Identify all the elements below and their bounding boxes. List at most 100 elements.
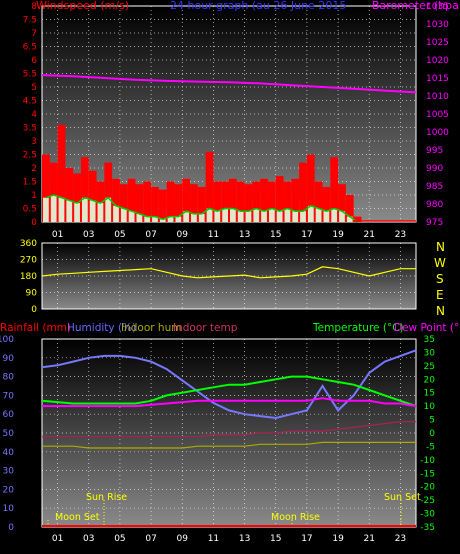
humidity-y-tick-label: 80 <box>3 373 15 383</box>
wind-gust-bar <box>236 181 245 222</box>
x-tick-label: 19 <box>332 230 344 240</box>
climate-plot-area <box>41 338 417 528</box>
x-tick-label: 23 <box>395 230 406 240</box>
wind-gust-bar <box>229 178 237 222</box>
wind-avg-bar <box>198 213 205 222</box>
wind-y-tick-label: 4 <box>31 110 37 120</box>
wind-avg-bar <box>284 208 291 222</box>
humidity-y-tick-label: 60 <box>3 410 15 420</box>
wind-gust-bar <box>119 184 128 222</box>
wind-avg-bar <box>183 211 190 222</box>
wind-gust-bar <box>260 178 268 222</box>
baro-y-tick-label: 980 <box>426 200 443 210</box>
wind-avg-bar <box>81 197 88 222</box>
indoor-hum-legend: Indoor hum <box>121 322 181 334</box>
barometer-line <box>41 74 417 94</box>
wind-y-tick-label: 3 <box>31 137 37 147</box>
x-tick-label: 15 <box>270 534 281 544</box>
wind-avg-bar <box>323 211 330 222</box>
temp-y-tick-label: 10 <box>424 402 436 412</box>
x-tick-label: 03 <box>83 534 94 544</box>
temp-y-tick-label: 35 <box>424 335 435 345</box>
temp-y-tick-label: -30 <box>420 510 435 520</box>
compass-e: E <box>436 288 444 302</box>
wind-gust-bar <box>322 186 331 222</box>
humidity-y-tick-label: 50 <box>3 429 15 439</box>
wind-gust-bar <box>244 184 253 222</box>
wind-avg-bar <box>300 211 306 222</box>
baro-y-tick-label: 1030 <box>426 20 449 30</box>
humidity-y-tick-label: 90 <box>3 354 15 364</box>
wind-avg-bar <box>222 208 228 222</box>
wind-gust-bar <box>57 124 66 222</box>
x-tick-label: 09 <box>177 534 189 544</box>
baro-y-tick-label: 985 <box>426 182 443 192</box>
indoor-temp-legend: Indoor temp <box>173 322 238 334</box>
wind-y-tick-label: 1 <box>31 191 37 201</box>
wind-gust-bar <box>213 181 222 222</box>
windspeed-axis-title: Windspeed (m/s) <box>36 0 129 12</box>
temp-y-tick-label: 30 <box>424 348 436 358</box>
wind-gust-bar <box>275 176 284 222</box>
wind-y-tick-label: 2 <box>31 164 37 174</box>
baro-y-tick-label: 1010 <box>426 92 449 102</box>
x-tick-label: 17 <box>301 534 312 544</box>
temp-y-tick-label: 25 <box>424 362 435 372</box>
wind-gust-bar <box>283 181 292 222</box>
wind-avg-bar <box>237 211 244 222</box>
wind-gust-bar <box>291 178 300 222</box>
x-tick-label: 23 <box>395 534 406 544</box>
x-tick-label: 15 <box>270 230 281 240</box>
wind-avg-bar <box>113 205 119 222</box>
wind-gust-bar <box>88 170 97 222</box>
wind-gust-bar <box>330 157 339 222</box>
wind-direction-line <box>41 266 416 279</box>
wind-avg-bar <box>128 211 135 222</box>
wind-avg-bar <box>245 211 252 222</box>
wind-gust-bar <box>299 162 307 222</box>
wind-avg-bar <box>230 208 236 222</box>
humidity-legend: Humidity (%) <box>67 322 136 334</box>
x-tick-label: 17 <box>301 230 312 240</box>
wind-gust-bar <box>104 162 113 222</box>
wind-y-tick-label: 1.5 <box>23 178 37 188</box>
wind-avg-bar <box>206 208 213 222</box>
sun-set-label: Sun Set <box>384 492 421 503</box>
wind-gust-bar <box>314 181 323 222</box>
temp-y-tick-label: -20 <box>420 483 435 493</box>
wind-y-tick-label: 7 <box>31 29 37 39</box>
wind-y-tick-label: 7.5 <box>23 16 37 26</box>
wind-y-tick-label: 4.5 <box>23 97 37 107</box>
wind-y-tick-label: 5 <box>31 83 37 93</box>
wind-gust-bar <box>166 181 175 222</box>
moon-set-label: Moon Set <box>55 512 100 523</box>
humidity-y-tick-label: 100 <box>0 335 14 345</box>
wind-avg-bar <box>268 208 275 222</box>
temp-y-tick-label: 20 <box>424 375 436 385</box>
indoor-hum-line <box>42 441 416 449</box>
x-tick-label: 11 <box>208 230 219 240</box>
humidity-y-tick-label: 20 <box>3 485 15 495</box>
humidity-y-tick-label: 30 <box>3 467 15 477</box>
wind-gust-bar <box>127 178 136 222</box>
humidity-y-tick-label: 0 <box>8 523 14 533</box>
wind-gust-bar <box>182 178 191 222</box>
wind-gust-bar <box>306 154 315 222</box>
wind-gust-bar <box>197 186 206 222</box>
wind-avg-bar <box>97 203 104 222</box>
dir-y-tick-label: 0 <box>31 305 37 315</box>
wind-gust-bar <box>221 181 229 222</box>
x-tick-label: 09 <box>177 230 189 240</box>
temp-y-tick-label: -10 <box>420 456 435 466</box>
wind-gust-bar <box>49 162 58 222</box>
wind-avg-bar <box>66 200 73 222</box>
sun-rise-label: Sun Rise <box>86 492 127 503</box>
wind-avg-bar <box>315 208 322 222</box>
temp-y-tick-label: -15 <box>420 469 435 479</box>
dir-y-tick-label: 180 <box>20 272 37 282</box>
wind-gust-bar <box>345 195 354 222</box>
wind-avg-bar <box>50 195 57 222</box>
moon-rise-label: Moon Rise <box>271 512 320 523</box>
wind-avg-bar <box>43 197 49 222</box>
x-tick-label: 05 <box>114 230 125 240</box>
